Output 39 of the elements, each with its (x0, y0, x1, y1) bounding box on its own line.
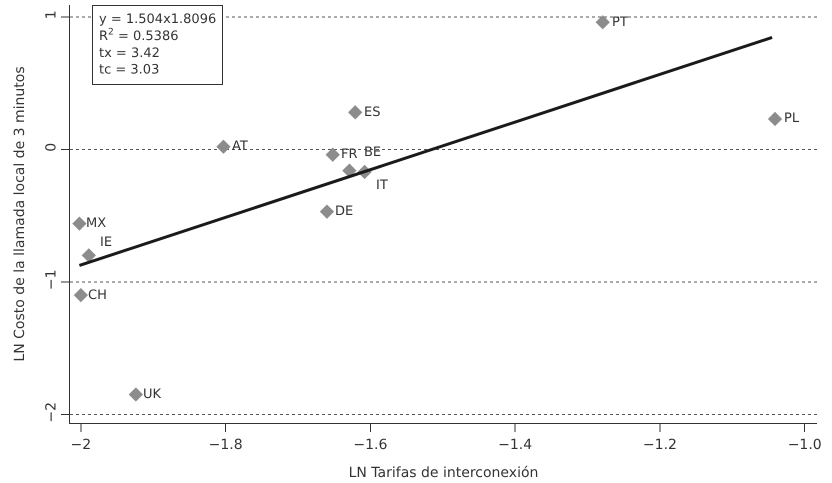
annotation: tx = 3.42 (99, 46, 160, 61)
point (128, 387, 144, 402)
y-axis-title: LN Costo de la llamada local de 3 minutos (12, 66, 28, 362)
x-tick-label: −1.8 (208, 436, 243, 453)
data-label: ES (364, 105, 380, 120)
data-label: IE (100, 235, 112, 250)
point (326, 148, 340, 162)
point (216, 140, 231, 154)
data-label: CH (88, 288, 107, 303)
data-label: MX (86, 216, 106, 231)
data-label: FR (341, 147, 358, 162)
data-label: DE (335, 204, 354, 219)
annotation: R$^{2}$ = 0.5386 (99, 27, 178, 44)
x-tick-label: −1.6 (353, 436, 388, 453)
y-tick-label: 0 (43, 142, 60, 152)
data-label: BE (364, 145, 382, 160)
data-label: UK (143, 387, 162, 402)
data-label: IT (376, 178, 388, 193)
point (82, 248, 96, 263)
x-tick-label: −1.0 (788, 436, 822, 453)
y-tick-label: −2 (43, 402, 60, 423)
annotation: y = 1.504x1.8096 (99, 12, 216, 27)
point (74, 288, 88, 302)
data-label: PT (612, 15, 628, 30)
point (596, 15, 610, 30)
annotation: tc = 3.03 (99, 62, 160, 78)
point (348, 105, 362, 120)
x-tick-label: −1.2 (642, 436, 677, 453)
point (342, 163, 357, 178)
x-axis-title: LN Tarifas de interconexión (348, 465, 538, 482)
data-label: PL (784, 111, 800, 126)
point (320, 204, 334, 219)
data-label: AT (232, 139, 248, 154)
point (72, 216, 87, 231)
x-tick-label: −2 (70, 436, 92, 453)
y-tick-label: −1 (43, 269, 60, 290)
y-tick-label: 1 (43, 10, 60, 20)
x-tick-label: −1.4 (498, 436, 532, 453)
point (768, 112, 782, 126)
